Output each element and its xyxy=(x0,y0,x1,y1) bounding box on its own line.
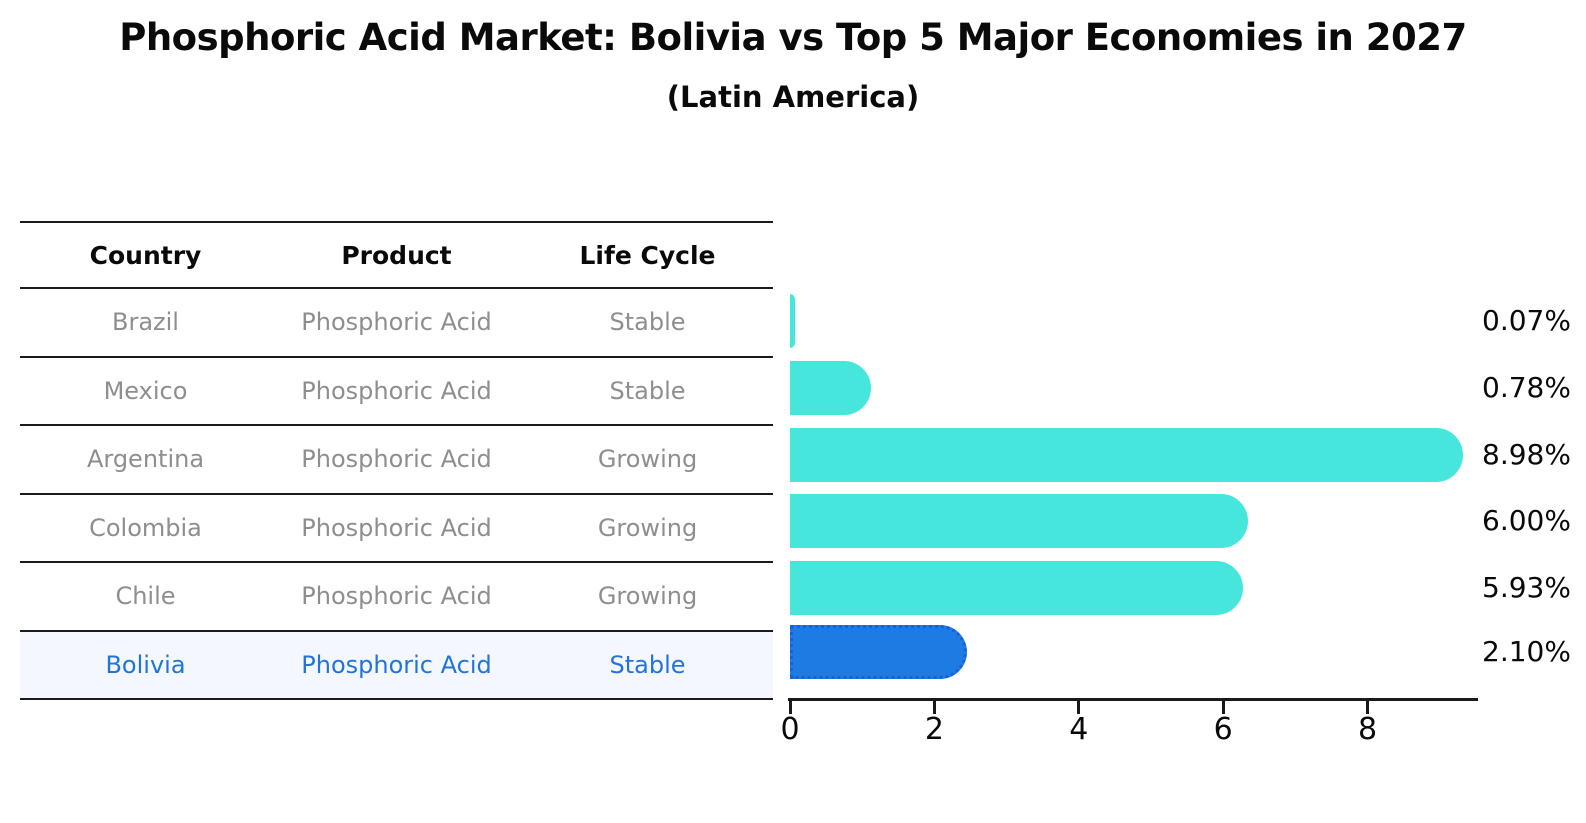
country-table: Country Product Life Cycle Brazil Phospho… xyxy=(20,221,773,700)
bar-mexico xyxy=(790,361,871,415)
header-country: Country xyxy=(89,240,202,270)
bar-colombia xyxy=(790,494,1248,548)
bar-argentina xyxy=(790,428,1463,482)
x-axis-tick-label: 4 xyxy=(1069,712,1089,747)
chart-title: Phosphoric Acid Market: Bolivia vs Top 5… xyxy=(119,16,1467,59)
cell-country: Mexico xyxy=(103,376,188,405)
table-row-argentina: Argentina Phosphoric Acid Growing xyxy=(20,426,773,495)
cell-country: Argentina xyxy=(86,445,205,474)
bar-value-label: 0.07% xyxy=(1482,304,1571,337)
cell-product: Phosphoric Acid xyxy=(301,376,492,405)
table-body: Brazil Phosphoric Acid Stable Mexico Phospho… xyxy=(20,289,773,700)
cell-life-cycle: Stable xyxy=(609,650,686,679)
cell-product: Phosphoric Acid xyxy=(301,445,492,474)
cell-life-cycle: Growing xyxy=(597,445,698,474)
bar-value-label: 8.98% xyxy=(1482,438,1571,471)
cell-country: Chile xyxy=(115,582,176,611)
x-axis-tick xyxy=(932,698,936,714)
chart-subtitle: (Latin America) xyxy=(666,80,920,114)
cell-life-cycle: Growing xyxy=(597,513,698,542)
table-row-mexico: Mexico Phosphoric Acid Stable xyxy=(20,358,773,426)
x-axis-tick-label: 0 xyxy=(780,712,800,747)
cell-country: Colombia xyxy=(89,513,202,542)
x-axis-tick xyxy=(788,698,792,714)
x-axis-tick-label: 6 xyxy=(1213,712,1233,747)
cell-country: Brazil xyxy=(112,308,179,337)
x-axis-line xyxy=(788,698,1478,701)
cell-product: Phosphoric Acid xyxy=(301,582,492,611)
cell-life-cycle: Growing xyxy=(597,582,698,611)
bar-value-label: 5.93% xyxy=(1482,571,1571,604)
x-axis-tick xyxy=(1221,698,1225,714)
bar-bolivia xyxy=(790,625,967,679)
cell-life-cycle: Stable xyxy=(609,308,686,337)
cell-product: Phosphoric Acid xyxy=(301,308,492,337)
table-row-brazil: Brazil Phosphoric Acid Stable xyxy=(20,289,773,358)
table-row-bolivia: Bolivia Phosphoric Acid Stable xyxy=(20,631,773,700)
x-axis-tick-label: 2 xyxy=(924,712,944,747)
x-axis-tick xyxy=(1366,698,1370,714)
x-axis-tick xyxy=(1077,698,1081,714)
cell-country: Bolivia xyxy=(105,650,186,679)
bar-value-label: 2.10% xyxy=(1482,635,1571,668)
x-axis-tick-label: 8 xyxy=(1358,712,1378,747)
cell-product: Phosphoric Acid xyxy=(301,650,492,679)
cell-life-cycle: Stable xyxy=(609,376,686,405)
bar-chile xyxy=(790,561,1243,615)
bar-brazil xyxy=(790,294,795,348)
table-header-row: Country Product Life Cycle xyxy=(20,223,773,289)
table-row-colombia: Colombia Phosphoric Acid Growing xyxy=(20,495,773,563)
bar-value-label: 0.78% xyxy=(1482,371,1571,404)
header-product: Product xyxy=(341,240,452,270)
bar-value-label: 6.00% xyxy=(1482,504,1571,537)
table-row-chile: Chile Phosphoric Acid Growing xyxy=(20,563,773,632)
header-life-cycle: Life Cycle xyxy=(579,240,716,270)
cell-product: Phosphoric Acid xyxy=(301,513,492,542)
